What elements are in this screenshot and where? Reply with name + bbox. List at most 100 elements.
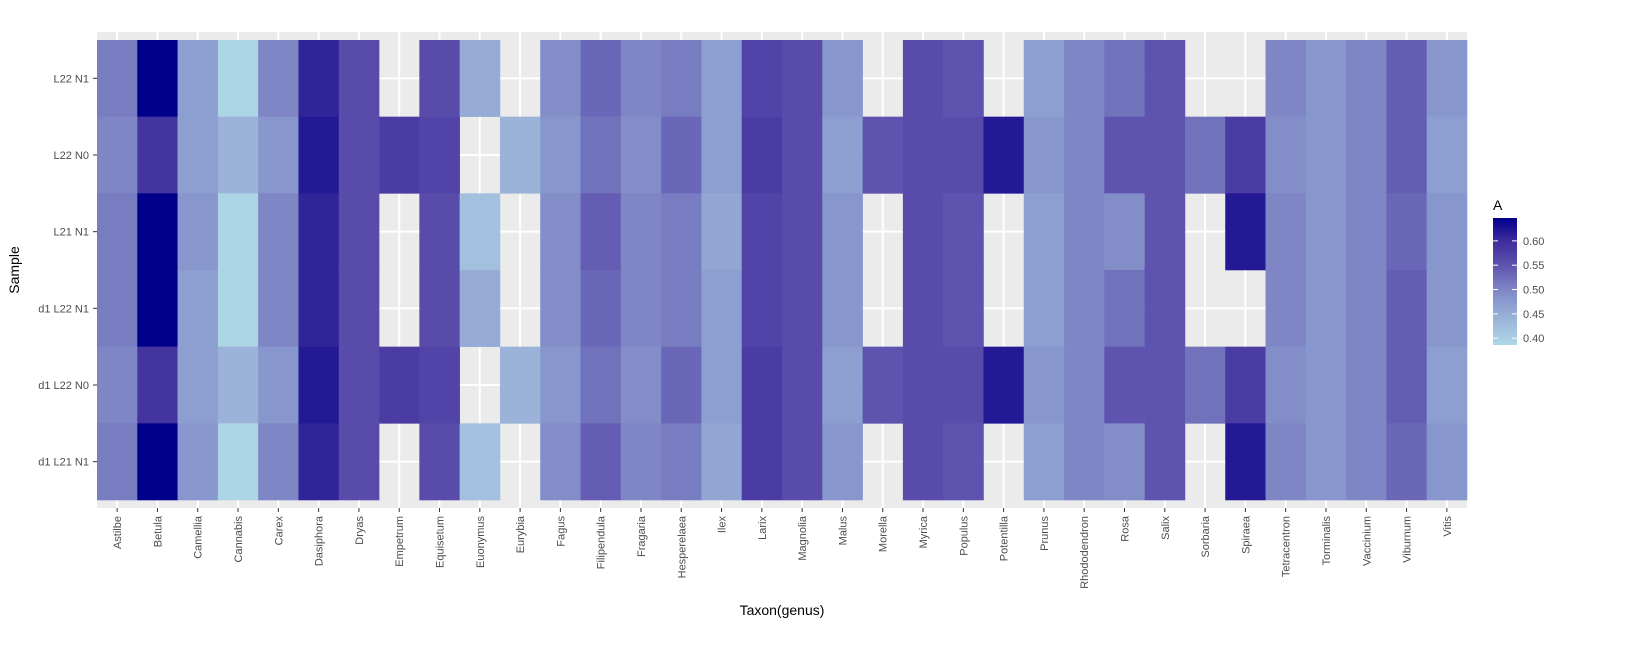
heatmap-cell: [1023, 346, 1065, 424]
heatmap-cell: [741, 116, 783, 194]
heatmap-cell: [1184, 346, 1226, 424]
x-tick-label: Cannabis: [233, 516, 245, 563]
legend-tick-label: 0.55: [1523, 260, 1544, 272]
heatmap-cell: [862, 346, 904, 424]
x-tick-label: Rosa: [1120, 515, 1132, 542]
heatmap-cell: [1426, 193, 1468, 271]
heatmap-cell: [419, 270, 460, 347]
heatmap-cell: [97, 116, 138, 194]
heatmap-cell: [1426, 423, 1468, 501]
heatmap-cell: [1023, 40, 1065, 117]
heatmap-cell: [902, 116, 944, 194]
heatmap-cell: [1023, 116, 1065, 194]
x-tick-label: Myrica: [918, 515, 930, 548]
heatmap-cell: [1426, 40, 1468, 117]
heatmap-cell: [1265, 40, 1307, 117]
x-tick-label: Rhododendron: [1079, 516, 1091, 589]
heatmap-cell: [177, 346, 219, 424]
heatmap-cell: [943, 270, 984, 347]
heatmap-cells: [97, 40, 1468, 501]
heatmap-cell: [701, 346, 743, 424]
y-tick-label: L21 N1: [54, 227, 89, 239]
heatmap-cell: [540, 270, 581, 347]
heatmap-cell: [258, 193, 299, 271]
x-tick-label: Filipendula: [596, 515, 608, 569]
x-tick-label: Camellia: [193, 515, 205, 559]
heatmap-cell: [217, 40, 259, 117]
heatmap-cell: [1386, 270, 1428, 347]
heatmap-cell: [1225, 423, 1266, 501]
heatmap-cell: [822, 193, 863, 271]
heatmap-cell: [620, 40, 662, 117]
heatmap-cell: [137, 270, 178, 347]
heatmap-cell: [741, 423, 783, 501]
y-tick-label: d1 L21 N1: [38, 457, 89, 469]
heatmap-cell: [701, 116, 743, 194]
heatmap-cell: [217, 193, 259, 271]
x-tick-label: Potentilla: [999, 515, 1011, 561]
heatmap-cell: [419, 193, 460, 271]
heatmap-cell: [902, 270, 944, 347]
heatmap-cell: [177, 270, 219, 347]
heatmap-cell: [1144, 40, 1186, 117]
heatmap-cell: [862, 116, 904, 194]
heatmap-cell: [1265, 193, 1307, 271]
heatmap-cell: [1426, 270, 1468, 347]
heatmap-cell: [298, 40, 340, 117]
heatmap-cell: [1305, 270, 1347, 347]
heatmap-cell: [1023, 193, 1065, 271]
heatmap-cell: [1426, 346, 1468, 424]
x-tick-label: Eurybia: [515, 515, 527, 553]
heatmap-cell: [701, 40, 743, 117]
heatmap-cell: [419, 346, 460, 424]
heatmap-cell: [1144, 346, 1186, 424]
heatmap-cell: [1064, 423, 1105, 501]
heatmap-cell: [258, 116, 299, 194]
heatmap-cell: [943, 116, 984, 194]
heatmap-cell: [459, 423, 501, 501]
heatmap-cell: [1184, 116, 1226, 194]
heatmap-cell: [258, 346, 299, 424]
x-axis-label: Taxon(genus): [740, 602, 825, 618]
heatmap-cell: [1386, 40, 1428, 117]
heatmap-cell: [701, 270, 743, 347]
heatmap-cell: [419, 116, 460, 194]
x-tick-label: Carex: [273, 516, 285, 546]
heatmap-cell: [459, 40, 501, 117]
heatmap-cell: [1023, 423, 1065, 501]
heatmap-cell: [177, 40, 219, 117]
heatmap-cell: [1346, 116, 1387, 194]
heatmap-cell: [419, 40, 460, 117]
heatmap-cell: [902, 423, 944, 501]
x-tick-label: Vaccinium: [1361, 516, 1373, 566]
heatmap-cell: [1305, 423, 1347, 501]
heatmap-cell: [137, 423, 178, 501]
heatmap-cell: [1144, 193, 1186, 271]
heatmap-cell: [1386, 116, 1428, 194]
legend-tick-label: 0.40: [1523, 333, 1544, 345]
legend-title: A: [1493, 197, 1503, 213]
heatmap-cell: [379, 116, 420, 194]
y-tick-label: d1 L22 N0: [38, 380, 89, 392]
heatmap-cell: [1064, 40, 1105, 117]
heatmap-cell: [338, 346, 380, 424]
heatmap-cell: [97, 270, 138, 347]
heatmap-cell: [943, 346, 984, 424]
y-axis-label: Sample: [6, 246, 22, 294]
y-tick-label: L22 N0: [54, 150, 89, 162]
x-tick-label: Tetracentron: [1281, 516, 1293, 577]
heatmap-cell: [741, 40, 783, 117]
y-tick-label: L22 N1: [54, 73, 89, 85]
heatmap-cell: [1346, 40, 1387, 117]
x-tick-label: Vitis: [1442, 516, 1454, 537]
heatmap-cell: [822, 40, 863, 117]
heatmap-cell: [540, 423, 581, 501]
heatmap-cell: [902, 40, 944, 117]
heatmap-cell: [822, 423, 863, 501]
heatmap-cell: [540, 193, 581, 271]
x-tick-label: Prunus: [1039, 516, 1051, 551]
heatmap-cell: [741, 346, 783, 424]
heatmap-cell: [298, 270, 340, 347]
x-tick-label: Salix: [1160, 516, 1172, 540]
heatmap-cell: [499, 116, 541, 194]
